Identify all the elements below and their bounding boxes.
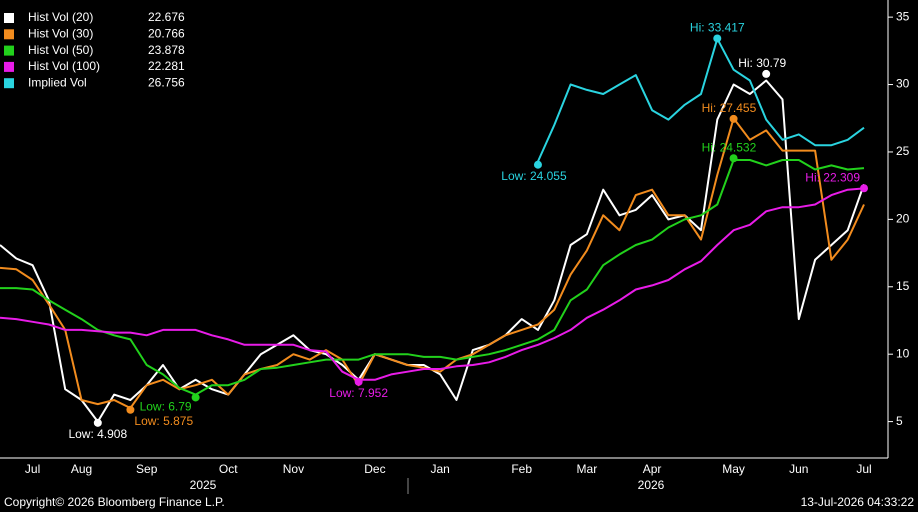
- extreme-marker: [533, 160, 542, 169]
- legend-label: Hist Vol (30): [28, 26, 93, 40]
- extreme-marker: [729, 154, 738, 163]
- legend-label: Hist Vol (100): [28, 59, 100, 73]
- x-tick-label: Jul: [856, 462, 871, 476]
- y-tick-label: 35: [896, 9, 910, 23]
- extreme-label: Hi: 27.455: [702, 101, 757, 115]
- y-tick-label: 30: [896, 77, 910, 91]
- legend-swatch: [4, 13, 14, 23]
- legend-value: 20.766: [148, 26, 185, 40]
- extreme-marker: [354, 377, 363, 386]
- legend-label: Hist Vol (20): [28, 10, 93, 24]
- extreme-label: Low: 6.79: [140, 400, 192, 414]
- extreme-marker: [713, 34, 722, 43]
- year-label: 2025: [190, 478, 217, 492]
- x-tick-label: Sep: [136, 462, 158, 476]
- x-tick-label: Oct: [219, 462, 238, 476]
- legend-value: 23.878: [148, 43, 185, 57]
- legend-swatch: [4, 29, 14, 40]
- footer-timestamp: 13-Jul-2026 04:33:22: [801, 495, 915, 509]
- extreme-label: Low: 24.055: [501, 169, 567, 183]
- extreme-label: Hi: 30.79: [738, 56, 786, 70]
- y-tick-label: 5: [896, 414, 903, 428]
- extreme-marker: [762, 69, 771, 78]
- year-label: 2026: [638, 478, 665, 492]
- series-line: [0, 187, 865, 381]
- extreme-marker: [191, 393, 200, 402]
- footer-copyright: Copyright© 2026 Bloomberg Finance L.P.: [4, 495, 225, 509]
- extreme-label: Hi: 24.532: [702, 140, 757, 154]
- extreme-label: Hi: 22.309: [805, 170, 860, 184]
- x-tick-label: Jan: [430, 462, 449, 476]
- extreme-marker: [93, 418, 102, 427]
- legend-label: Hist Vol (50): [28, 43, 93, 57]
- extreme-label: Low: 4.908: [68, 427, 127, 441]
- legend-swatch: [4, 78, 14, 89]
- x-tick-label: Jul: [25, 462, 40, 476]
- y-tick-label: 25: [896, 144, 910, 158]
- x-tick-label: Jun: [789, 462, 808, 476]
- legend-swatch: [4, 61, 14, 72]
- extreme-marker: [860, 184, 868, 193]
- legend-swatch: [4, 45, 14, 56]
- legend-value: 26.756: [148, 75, 185, 89]
- y-tick-label: 10: [896, 346, 910, 360]
- x-tick-label: Nov: [283, 462, 304, 476]
- extreme-label: Low: 5.875: [134, 414, 193, 428]
- x-tick-label: Dec: [364, 462, 385, 476]
- series-line: [0, 159, 865, 396]
- extreme-label: Hi: 33.417: [690, 21, 745, 35]
- extreme-marker: [126, 405, 135, 414]
- x-tick-label: Feb: [511, 462, 532, 476]
- extreme-marker: [729, 114, 738, 123]
- legend-value: 22.281: [148, 59, 185, 73]
- x-tick-label: May: [722, 462, 745, 476]
- extreme-label: Low: 7.952: [329, 386, 388, 400]
- x-tick-label: Mar: [577, 462, 598, 476]
- legend-value: 22.676: [148, 10, 185, 24]
- legend-label: Implied Vol: [28, 75, 87, 89]
- y-tick-label: 20: [896, 212, 910, 226]
- series-line: [537, 37, 865, 162]
- x-tick-label: Aug: [71, 462, 92, 476]
- x-tick-label: Apr: [643, 462, 662, 476]
- y-tick-label: 15: [896, 279, 910, 293]
